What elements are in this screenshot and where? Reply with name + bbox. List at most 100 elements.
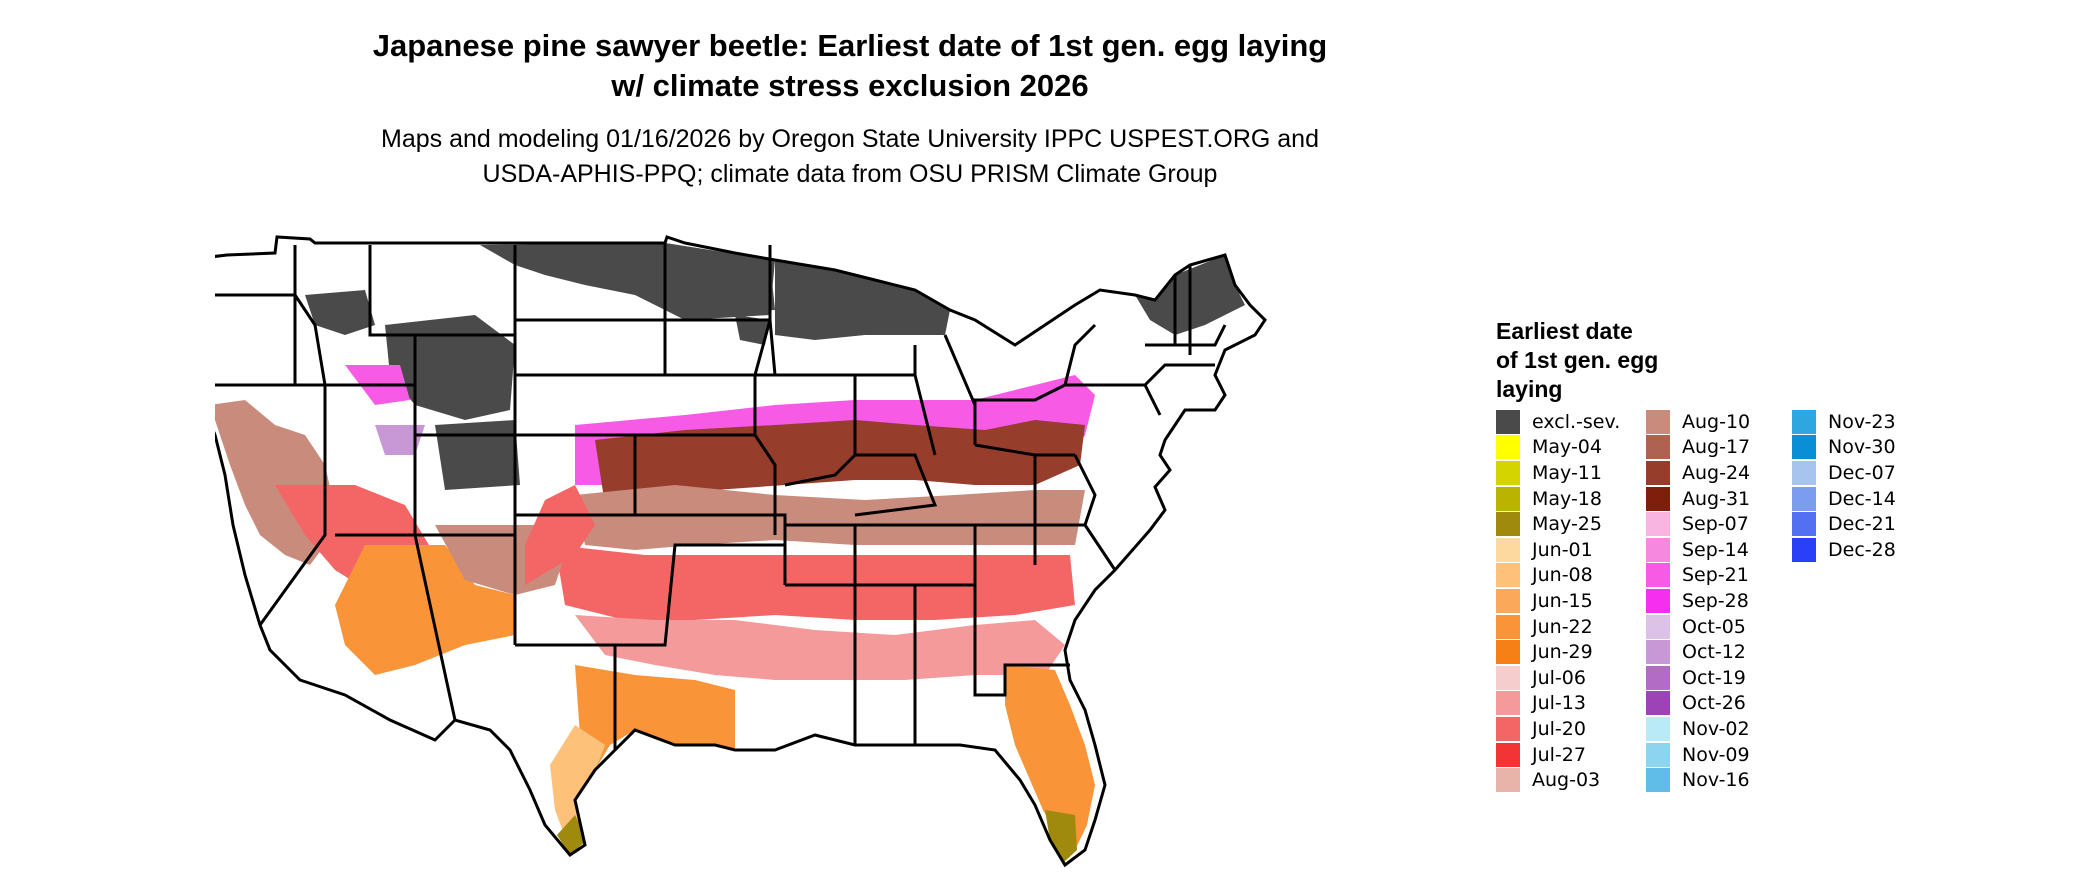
legend-label: Dec-07 [1828,461,1896,484]
legend-label: Nov-30 [1828,436,1896,459]
legend-swatch [1646,588,1670,613]
map-subtitle: Maps and modeling 01/16/2026 by Oregon S… [0,122,1700,192]
legend-swatch [1792,409,1816,434]
legend-item: Sep-21 [1646,563,1750,589]
legend-swatch [1496,768,1520,793]
legend-swatch [1646,460,1670,485]
legend-label: May-11 [1532,461,1602,484]
legend-label: Sep-21 [1682,564,1749,587]
legend-item: May-04 [1496,435,1620,461]
legend-item: Aug-03 [1496,767,1620,793]
legend-swatch [1496,691,1520,716]
legend-item: Nov-23 [1792,409,1896,435]
legend-column: excl.-sev. May-04 May-11 May-18 May-25 Jun-01… [1496,409,1620,793]
legend-item: Sep-07 [1646,511,1750,537]
legend-title-line-2: of 1st gen. egg [1496,347,1659,373]
legend-item: May-11 [1496,460,1620,486]
legend-label: Oct-19 [1682,666,1746,689]
legend-item: Dec-21 [1792,511,1896,537]
legend-label: excl.-sev. [1532,410,1621,433]
legend-item: Nov-09 [1646,742,1750,768]
legend-label: Oct-12 [1682,641,1746,664]
legend-column: Aug-10 Aug-17 Aug-24 Aug-31 Sep-07 Sep-14 Sep-… [1646,409,1750,793]
legend-item: Aug-31 [1646,486,1750,512]
legend-swatch [1496,486,1520,511]
legend-swatch [1792,486,1816,511]
legend-label: Jun-01 [1532,538,1593,561]
legend-item: Dec-28 [1792,537,1896,563]
legend-item: May-18 [1496,486,1620,512]
legend-item: Jun-22 [1496,614,1620,640]
legend-swatch [1792,460,1816,485]
legend-item: Jul-06 [1496,665,1620,691]
legend-swatch [1646,742,1670,767]
map-zones [215,237,1265,865]
legend-item: Nov-30 [1792,435,1896,461]
legend-swatch [1792,512,1816,537]
legend-title: Earliest date of 1st gen. egg laying [1496,317,1716,404]
legend-label: Jun-15 [1532,589,1593,612]
legend-item: Nov-02 [1646,716,1750,742]
legend-swatch [1646,435,1670,460]
legend-label: Jun-08 [1532,564,1593,587]
legend-label: Oct-05 [1682,615,1746,638]
legend-label: Dec-14 [1828,487,1896,510]
legend-swatch [1646,537,1670,562]
legend-swatch [1496,409,1520,434]
legend-swatch [1496,716,1520,741]
legend-item: Sep-28 [1646,588,1750,614]
legend-label: May-04 [1532,436,1602,459]
legend-label: Jun-29 [1532,641,1593,664]
legend-item: Dec-07 [1792,460,1896,486]
legend-label: May-25 [1532,513,1602,536]
legend-label: Jul-27 [1532,743,1586,766]
legend-item: Jul-27 [1496,742,1620,768]
legend-swatch [1496,563,1520,588]
legend-item: Nov-16 [1646,767,1750,793]
legend-swatch [1646,640,1670,665]
legend-swatch [1792,435,1816,460]
legend-label: Jul-13 [1532,692,1586,715]
legend-swatch [1646,614,1670,639]
legend-item: Oct-05 [1646,614,1750,640]
legend-label: Aug-10 [1682,410,1751,433]
legend-label: Aug-03 [1532,769,1601,792]
legend-label: Jul-06 [1532,666,1586,689]
legend-item: Jun-01 [1496,537,1620,563]
legend-title-line-3: laying [1496,376,1563,402]
title-line-1: Japanese pine sawyer beetle: Earliest da… [372,28,1328,63]
legend: Earliest date of 1st gen. egg laying exc… [1496,317,1896,793]
legend-label: Sep-07 [1682,513,1749,536]
legend-swatch [1496,665,1520,690]
legend-label: Nov-23 [1828,410,1896,433]
legend-item: Sep-14 [1646,537,1750,563]
legend-label: Aug-31 [1682,487,1751,510]
legend-swatch [1496,640,1520,665]
legend-swatch [1646,768,1670,793]
legend-swatch [1496,614,1520,639]
legend-label: Dec-21 [1828,513,1896,536]
legend-label: Sep-28 [1682,589,1749,612]
legend-label: Sep-14 [1682,538,1749,561]
legend-swatch [1646,512,1670,537]
legend-item: Dec-14 [1792,486,1896,512]
legend-swatch [1496,460,1520,485]
legend-swatch [1496,537,1520,562]
legend-swatch [1496,588,1520,613]
legend-item: May-25 [1496,511,1620,537]
legend-label: Dec-28 [1828,538,1896,561]
legend-swatch [1496,742,1520,767]
legend-column: Nov-23 Nov-30 Dec-07 Dec-14 Dec-21 Dec-28 [1792,409,1896,563]
legend-item: Jun-15 [1496,588,1620,614]
legend-item: Oct-26 [1646,691,1750,717]
legend-item: Jun-29 [1496,639,1620,665]
state-boundaries [215,235,1267,868]
legend-item: Jun-08 [1496,563,1620,589]
legend-item: Jul-20 [1496,716,1620,742]
title-line-2: w/ climate stress exclusion 2026 [611,68,1089,103]
legend-item: Oct-19 [1646,665,1750,691]
us-map [215,235,1267,868]
legend-item: Jul-13 [1496,691,1620,717]
legend-item: Aug-10 [1646,409,1750,435]
legend-item: Aug-24 [1646,460,1750,486]
